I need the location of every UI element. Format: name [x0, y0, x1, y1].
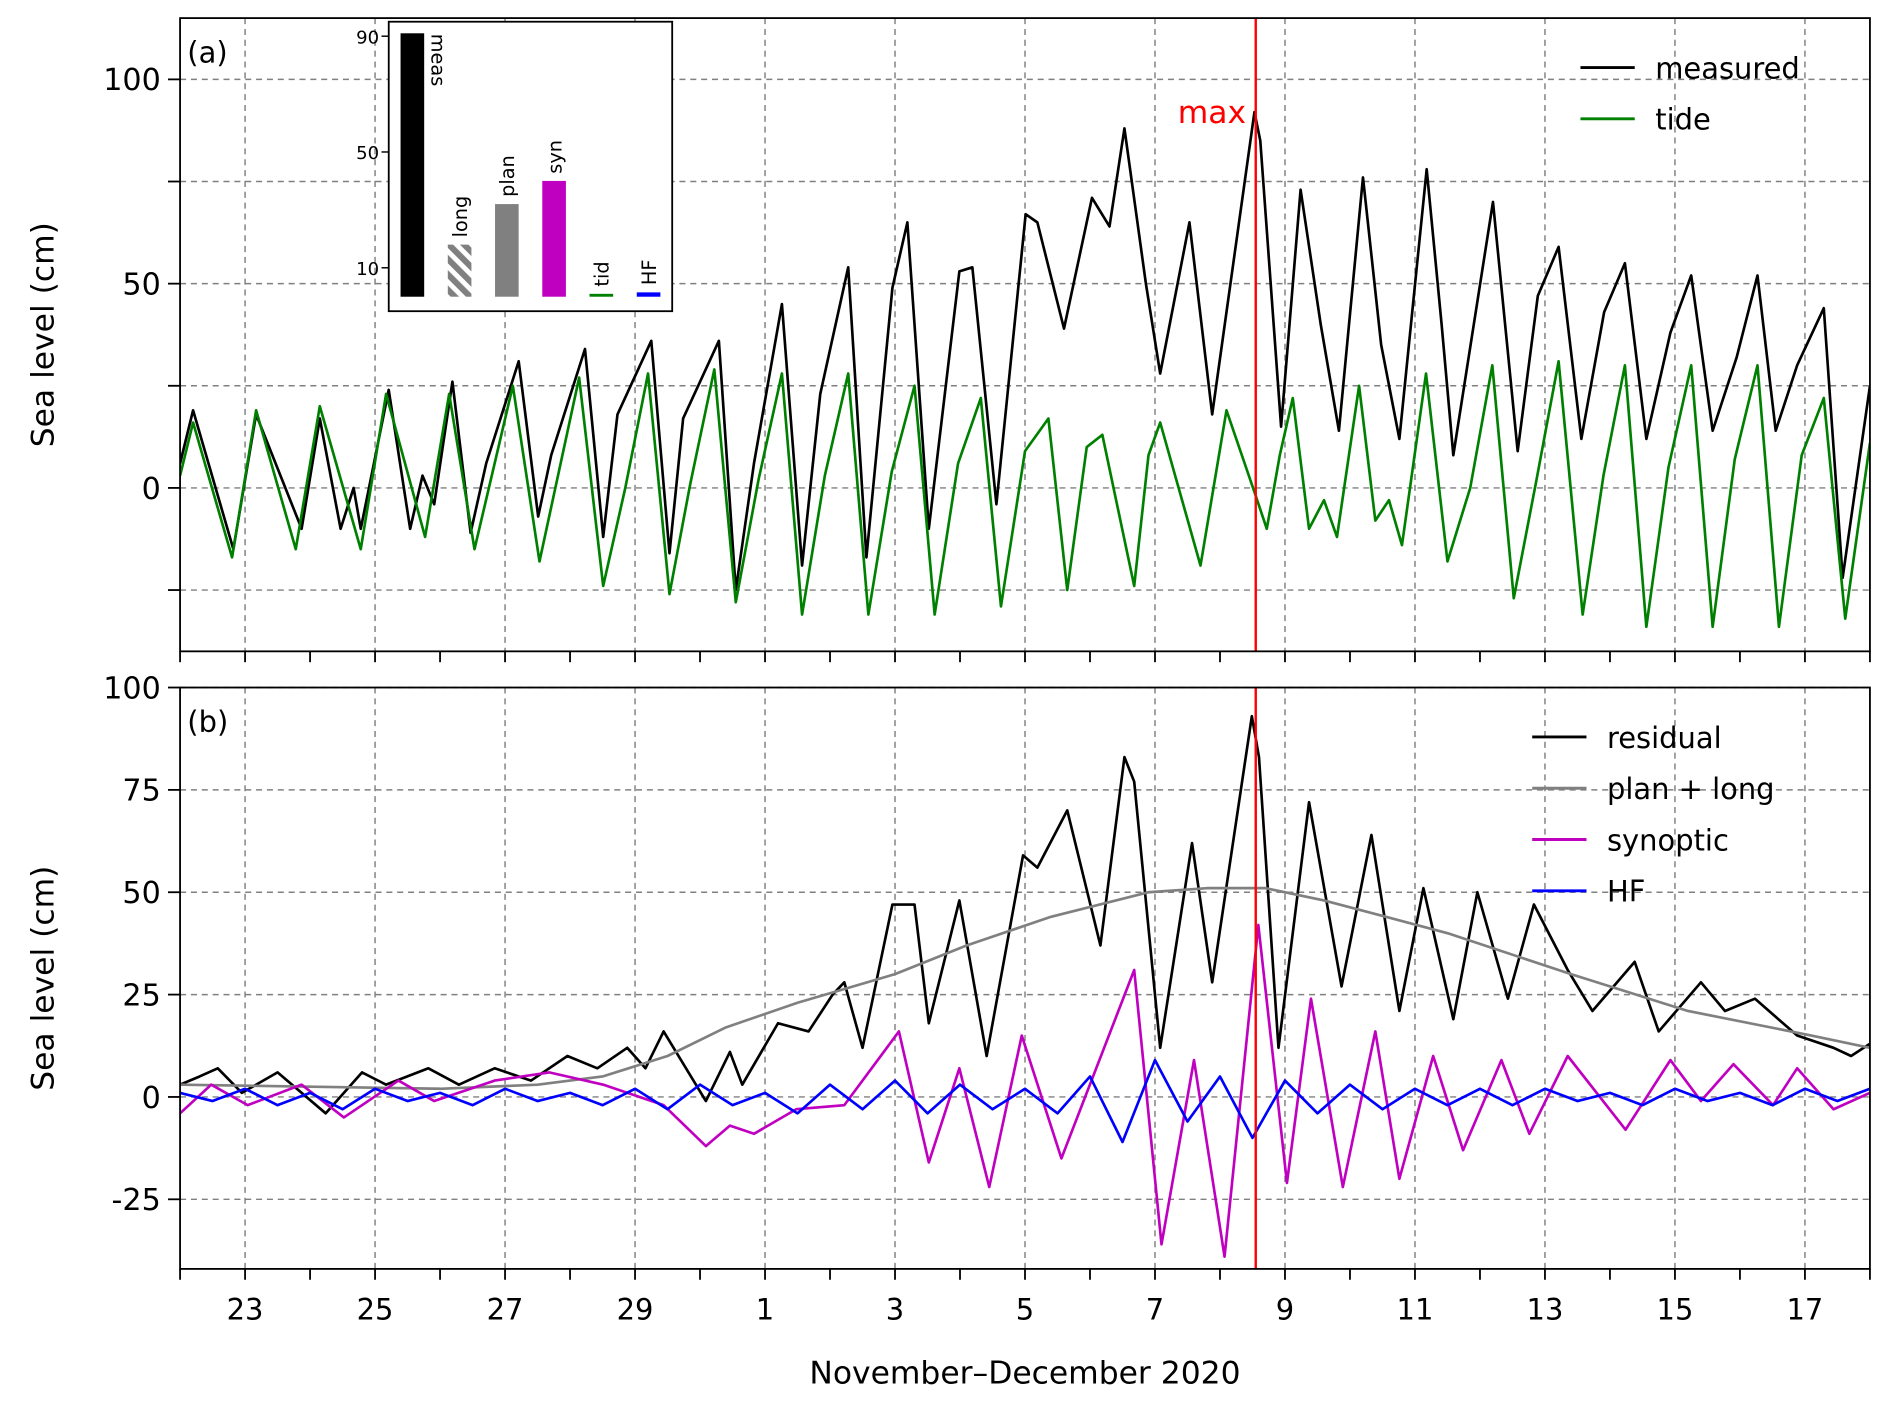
- legend-label: HF: [1607, 875, 1645, 909]
- x-tick-label: 29: [617, 1293, 654, 1327]
- x-tick-label: 23: [227, 1293, 264, 1327]
- series-line: [180, 1058, 1870, 1144]
- legend-label: synoptic: [1607, 823, 1729, 857]
- inset-y-tick-label: 50: [356, 143, 379, 164]
- max-annotation: max: [1178, 95, 1246, 131]
- x-tick-label: 25: [357, 1293, 394, 1327]
- x-tick-label: 5: [1016, 1293, 1034, 1327]
- y-tick-label: 0: [142, 472, 161, 507]
- y-tick-label: 50: [122, 268, 160, 303]
- x-tick-label: 13: [1527, 1293, 1564, 1327]
- y-axis-label: Sea level (cm): [25, 866, 61, 1091]
- x-tick-label: 27: [487, 1293, 524, 1327]
- inset-frame: [387, 20, 674, 313]
- series-line: [180, 359, 1870, 629]
- inset-bar: [447, 244, 472, 297]
- y-tick-label: 0: [142, 1081, 161, 1116]
- y-axis-label: Sea level (cm): [25, 222, 61, 447]
- inset-y-tick-label: 10: [356, 259, 379, 280]
- legend-label: tide: [1655, 103, 1711, 137]
- x-tick-label: 15: [1657, 1293, 1694, 1327]
- legend-label: measured: [1655, 51, 1800, 85]
- inset-background: [388, 21, 673, 312]
- x-tick-label: 3: [886, 1293, 904, 1327]
- inset-bar-label: syn: [543, 140, 566, 174]
- panel-label: (a): [187, 36, 227, 70]
- x-tick-label: 7: [1146, 1293, 1164, 1327]
- y-tick-label: 25: [122, 978, 160, 1013]
- inset-bar-label: tid: [591, 261, 614, 286]
- y-tick-label: 50: [122, 876, 160, 911]
- x-tick-label: 1: [756, 1293, 774, 1327]
- plot-lines: [180, 714, 1870, 1258]
- panel-label: (b): [187, 705, 228, 739]
- inset-bar-label: meas: [426, 34, 449, 87]
- x-tick-label: 11: [1397, 1293, 1434, 1327]
- inset-bar-label: plan: [496, 155, 519, 197]
- inset-bar-label: HF: [638, 260, 661, 286]
- y-tick-label: -25: [112, 1183, 161, 1218]
- legend-label: residual: [1607, 721, 1722, 755]
- inset-bar-label: long: [449, 196, 472, 238]
- y-tick-label: 100: [103, 671, 161, 706]
- x-axis-label: November–December 2020: [809, 1355, 1240, 1391]
- plot-lines: [180, 110, 1870, 629]
- inset-bar: [542, 180, 566, 297]
- series-line: [180, 110, 1870, 592]
- series-line: [180, 923, 1870, 1258]
- inset-bar: [400, 33, 425, 297]
- y-tick-label: 75: [122, 774, 160, 809]
- series-line: [180, 886, 1870, 1091]
- y-tick-label: 100: [103, 63, 161, 98]
- series-line: [180, 714, 1870, 1115]
- inset-y-tick-label: 90: [356, 27, 379, 48]
- inset-bar: [495, 204, 519, 297]
- x-tick-label: 17: [1787, 1293, 1824, 1327]
- inset-bar: [589, 293, 614, 297]
- legend-label: plan + long: [1607, 772, 1775, 806]
- x-tick-label: 9: [1276, 1293, 1294, 1327]
- inset-bar: [636, 292, 661, 297]
